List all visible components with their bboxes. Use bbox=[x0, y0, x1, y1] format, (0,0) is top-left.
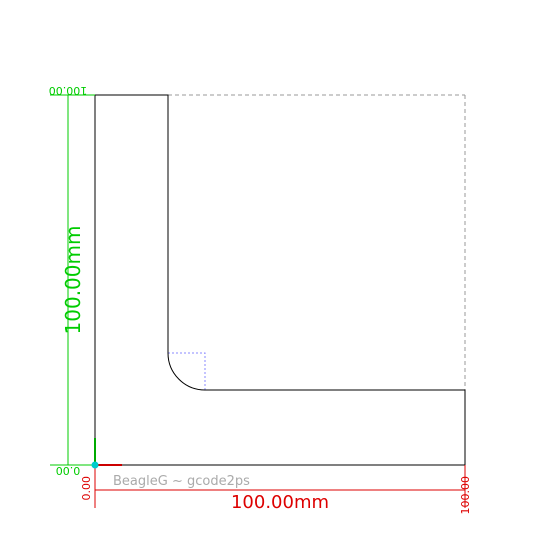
x-start-label: 0.00 bbox=[80, 476, 93, 501]
part-outline bbox=[94, 94, 466, 466]
x-dimension-label: 100.00mm bbox=[231, 492, 329, 513]
origin-point bbox=[91, 461, 99, 469]
x-end-label: 100.00 bbox=[459, 476, 472, 515]
corner-guide bbox=[168, 352, 206, 390]
y-start-label: 0.00 bbox=[56, 464, 81, 477]
y-dimension-label: 100.00mm bbox=[61, 226, 85, 335]
credit-label: BeagleG ~ gcode2ps bbox=[113, 474, 250, 489]
y-end-label: 100.00 bbox=[49, 84, 88, 97]
